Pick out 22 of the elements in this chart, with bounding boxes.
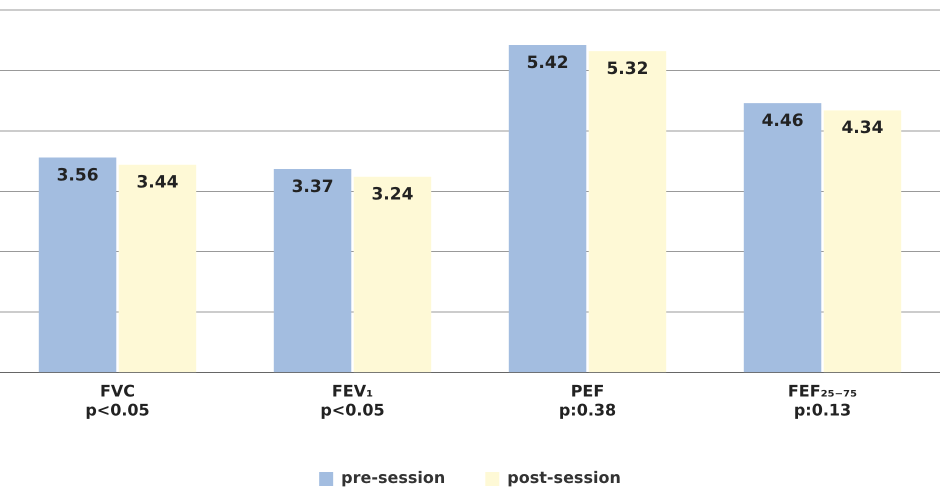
data-label: 3.37 xyxy=(292,176,334,197)
data-label: 3.44 xyxy=(136,172,179,193)
legend-label: pre-session xyxy=(341,468,446,488)
x-tick-label: FEF₂₅₋₇₅ p:0.13 xyxy=(788,381,858,420)
x-tick-label: FVC p<0.05 xyxy=(85,381,150,420)
legend-label: post-session xyxy=(507,468,621,488)
data-label: 4.46 xyxy=(762,110,804,131)
bar xyxy=(824,110,902,372)
data-label: 5.32 xyxy=(606,59,648,80)
bar xyxy=(38,157,116,372)
x-tick-label: FEV₁ p<0.05 xyxy=(320,381,385,420)
data-label: 3.24 xyxy=(371,184,414,205)
bar xyxy=(274,168,352,372)
data-label: 5.42 xyxy=(526,52,569,73)
bar xyxy=(588,51,666,372)
data-label: 3.56 xyxy=(56,165,99,186)
bar xyxy=(508,45,586,372)
data-label: 4.34 xyxy=(841,118,884,138)
bar xyxy=(118,164,196,372)
bar xyxy=(744,103,822,372)
x-tick-label: PEF p:0.38 xyxy=(558,381,616,420)
bar xyxy=(354,176,432,372)
